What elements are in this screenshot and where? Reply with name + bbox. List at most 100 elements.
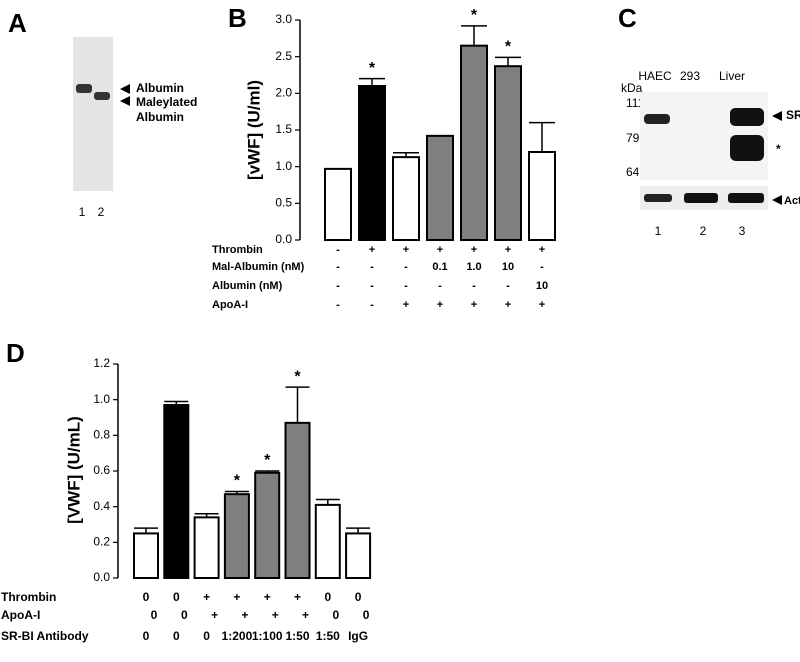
condition-value: +	[272, 608, 279, 622]
condition-value: 0	[173, 590, 180, 604]
condition-value: -	[370, 299, 374, 311]
band	[94, 92, 110, 100]
condition-value: +	[471, 299, 477, 311]
band-label: Albumin	[136, 81, 184, 95]
band	[684, 193, 718, 203]
condition-value: +	[539, 244, 545, 256]
lane-number: 2	[700, 224, 707, 238]
condition-value: -	[540, 261, 544, 273]
condition-value: +	[403, 244, 409, 256]
condition-value: 1:100	[252, 629, 283, 643]
significance-marker: *	[369, 60, 376, 77]
panel-letter: C	[618, 3, 637, 33]
condition-value: -	[336, 261, 340, 273]
condition-value: 0	[324, 590, 331, 604]
condition-value: 0	[173, 629, 180, 643]
y-axis-title: [VWF] (U/mL)	[64, 416, 83, 524]
condition-value: -	[336, 244, 340, 256]
condition-name: Thrombin	[1, 590, 56, 604]
condition-value: +	[437, 244, 443, 256]
bar	[358, 85, 386, 241]
condition-value: 0.1	[432, 261, 447, 273]
condition-name: ApoA-I	[1, 608, 40, 622]
bar	[163, 404, 190, 579]
condition-value: -	[370, 261, 374, 273]
condition-value: 0	[363, 608, 370, 622]
band	[728, 193, 764, 203]
condition-value: 10	[502, 261, 514, 273]
condition-value: +	[294, 590, 301, 604]
arrow	[772, 195, 782, 205]
condition-value: 0	[355, 590, 362, 604]
band-label: Albumin	[136, 110, 184, 124]
marker-label: 79	[626, 131, 640, 145]
condition-name: SR-BI Antibody	[1, 629, 89, 643]
lane-label: 2	[98, 205, 105, 219]
lane-number: 3	[739, 224, 746, 238]
condition-value: +	[403, 299, 409, 311]
condition-value: 1:50	[285, 629, 309, 643]
y-tick-label: 1.2	[93, 356, 110, 370]
arrow	[772, 111, 782, 121]
panel-letter: B	[228, 3, 247, 33]
condition-value: -	[336, 299, 340, 311]
band-label: *	[776, 142, 781, 156]
y-tick-label: 0.4	[93, 499, 110, 513]
marker-label: 111	[626, 96, 645, 110]
lane-number: 1	[655, 224, 662, 238]
bar	[528, 151, 556, 241]
condition-value: +	[539, 299, 545, 311]
condition-value: +	[471, 244, 477, 256]
band	[76, 84, 92, 93]
condition-value: -	[336, 280, 340, 292]
y-tick-label: 1.0	[275, 159, 292, 173]
condition-value: +	[302, 608, 309, 622]
condition-value: +	[505, 299, 511, 311]
lane-label: 293	[680, 69, 700, 83]
y-tick-label: 0.0	[275, 232, 292, 246]
condition-value: +	[505, 244, 511, 256]
band	[644, 114, 670, 124]
condition-value: 10	[536, 280, 548, 292]
condition-value: 0	[332, 608, 339, 622]
condition-value: -	[438, 280, 442, 292]
gel	[73, 37, 113, 191]
y-tick-label: 0.0	[93, 570, 110, 584]
y-axis-title: [vWF] (U/ml)	[244, 80, 263, 180]
condition-value: +	[369, 244, 375, 256]
condition-value: +	[241, 608, 248, 622]
condition-name: Mal-Albumin (nM)	[212, 261, 305, 273]
significance-marker: *	[505, 39, 512, 56]
bar	[133, 532, 159, 580]
bar	[284, 421, 311, 579]
band-label: Maleylated	[136, 95, 197, 109]
y-tick-label: 1.5	[275, 122, 292, 136]
unit-label: kDa	[621, 81, 643, 95]
bar	[345, 532, 372, 580]
condition-value: -	[404, 280, 408, 292]
condition-value: -	[404, 261, 408, 273]
lane-label: HAEC	[638, 69, 672, 83]
bar	[324, 167, 352, 241]
arrow	[120, 96, 130, 106]
panel-letter: A	[8, 8, 27, 38]
condition-value: +	[211, 608, 218, 622]
band	[730, 135, 764, 161]
condition-value: 1.0	[466, 261, 481, 273]
condition-name: ApoA-I	[212, 299, 248, 311]
bar	[494, 65, 522, 241]
bar	[426, 134, 454, 241]
y-tick-label: 3.0	[275, 12, 292, 26]
condition-value: +	[203, 590, 210, 604]
condition-value: -	[472, 280, 476, 292]
y-tick-label: 2.5	[275, 49, 292, 63]
condition-value: +	[264, 590, 271, 604]
lane-label: 1	[79, 205, 86, 219]
arrow	[120, 84, 130, 94]
condition-value: 1:200	[222, 629, 253, 643]
band-label: SR-BI	[786, 108, 800, 122]
bar	[223, 493, 250, 579]
condition-value: -	[370, 280, 374, 292]
bar	[392, 156, 420, 241]
bar	[314, 503, 341, 579]
